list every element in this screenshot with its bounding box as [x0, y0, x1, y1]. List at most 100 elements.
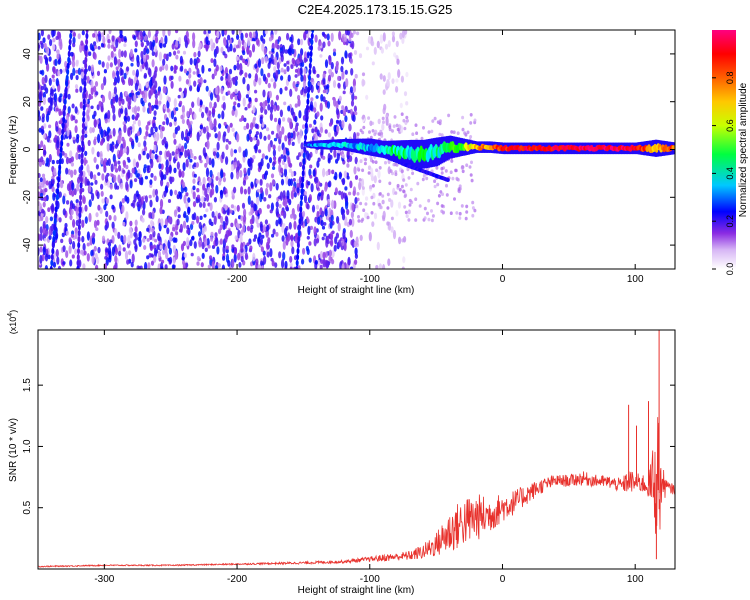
speckle-cell	[104, 256, 108, 260]
haze-cell	[435, 166, 439, 170]
speckle-cell	[129, 48, 134, 58]
speckle-cell	[150, 253, 154, 257]
speckle-cell	[209, 38, 214, 47]
speckle-cell	[38, 158, 42, 163]
speckle-cell	[211, 261, 215, 269]
haze-cell	[471, 200, 475, 205]
speckle-cell	[153, 143, 157, 153]
speckle-cell	[77, 145, 82, 152]
speckle-cell	[198, 231, 202, 237]
speckle-cell	[170, 65, 174, 72]
speckle-cell	[113, 81, 117, 86]
haze-cell	[372, 201, 376, 206]
speckle-cell	[186, 237, 190, 247]
speckle-cell	[346, 163, 350, 168]
speckle-cell	[225, 156, 229, 165]
streak-cell	[61, 128, 65, 135]
speckle-cell	[318, 40, 322, 47]
speckle-cell	[283, 101, 287, 106]
speckle-cell	[242, 150, 246, 158]
speckle-cell	[143, 140, 147, 148]
haze-cell	[458, 216, 462, 220]
speckle-cell	[70, 156, 74, 163]
speckle-cell	[154, 153, 158, 160]
speckle-cell	[246, 46, 250, 54]
speckle-cell	[196, 261, 200, 266]
speckle-cell	[336, 216, 340, 224]
speckle-cell	[121, 76, 125, 83]
speckle-cell	[258, 232, 262, 239]
speckle-cell	[152, 39, 156, 48]
speckle-cell	[38, 32, 41, 41]
speckle-cell	[185, 215, 189, 223]
speckle-cell	[240, 255, 244, 263]
speckle-cell	[275, 201, 279, 208]
speckle-cell	[214, 232, 218, 238]
speckle-cell	[52, 66, 56, 75]
speckle-cell	[39, 177, 43, 183]
speckle-cell	[215, 237, 219, 247]
speckle-cell	[386, 78, 390, 87]
speckle-cell	[55, 231, 59, 239]
speckle-cell	[217, 263, 221, 268]
snr-series-line	[38, 417, 675, 568]
speckle-cell	[296, 203, 301, 212]
speckle-cell	[162, 58, 166, 66]
speckle-cell	[284, 49, 288, 54]
speckle-cell	[337, 82, 341, 89]
speckle-cell	[270, 173, 275, 179]
speckle-cell	[98, 60, 102, 65]
speckle-cell	[303, 67, 307, 75]
streak-cell	[299, 200, 303, 207]
speckle-cell	[210, 44, 214, 52]
colorbar-tick-label: 0.4	[725, 167, 735, 180]
speckle-cell	[244, 32, 249, 38]
speckle-cell	[177, 206, 181, 213]
speckle-cell	[326, 239, 330, 244]
spectrogram-x-label: Height of straight line (km)	[298, 285, 415, 296]
speckle-cell	[178, 75, 182, 82]
haze-cell	[447, 113, 451, 118]
speckle-cell	[91, 255, 95, 265]
haze-cell	[440, 204, 444, 208]
speckle-cell	[208, 68, 212, 72]
speckle-cell	[52, 43, 56, 51]
speckle-cell	[145, 82, 149, 88]
speckle-cell	[215, 86, 219, 96]
speckle-cell	[164, 245, 168, 254]
speckle-cell	[302, 124, 306, 129]
speckle-cell	[81, 219, 85, 228]
haze-cell	[423, 206, 427, 211]
speckle-cell	[44, 56, 49, 66]
speckle-cell	[335, 108, 340, 116]
speckle-cell	[264, 219, 268, 225]
speckle-cell	[142, 237, 146, 243]
haze-cell	[371, 160, 375, 164]
haze-cell	[470, 178, 474, 183]
speckle-cell	[55, 107, 59, 112]
speckle-cell	[66, 127, 70, 137]
speckle-cell	[233, 186, 237, 194]
speckle-cell	[62, 261, 66, 265]
speckle-cell	[259, 131, 263, 140]
speckle-cell	[142, 150, 146, 156]
speckle-cell	[212, 151, 217, 157]
speckle-cell	[202, 176, 206, 186]
speckle-cell	[261, 153, 265, 160]
speckle-cell	[100, 32, 105, 38]
speckle-cell	[359, 234, 363, 241]
speckle-cell	[183, 194, 187, 204]
speckle-cell	[292, 130, 296, 140]
speckle-cell	[258, 77, 262, 86]
speckle-cell	[119, 108, 124, 114]
streak-cell	[81, 146, 84, 153]
speckle-cell	[65, 230, 69, 236]
speckle-cell	[273, 137, 278, 142]
haze-cell	[438, 132, 442, 137]
speckle-cell	[268, 194, 272, 199]
speckle-cell	[103, 157, 108, 163]
speckle-cell	[75, 69, 79, 74]
speckle-cell	[272, 144, 276, 150]
speckle-cell	[79, 101, 83, 109]
speckle-cell	[241, 202, 246, 209]
